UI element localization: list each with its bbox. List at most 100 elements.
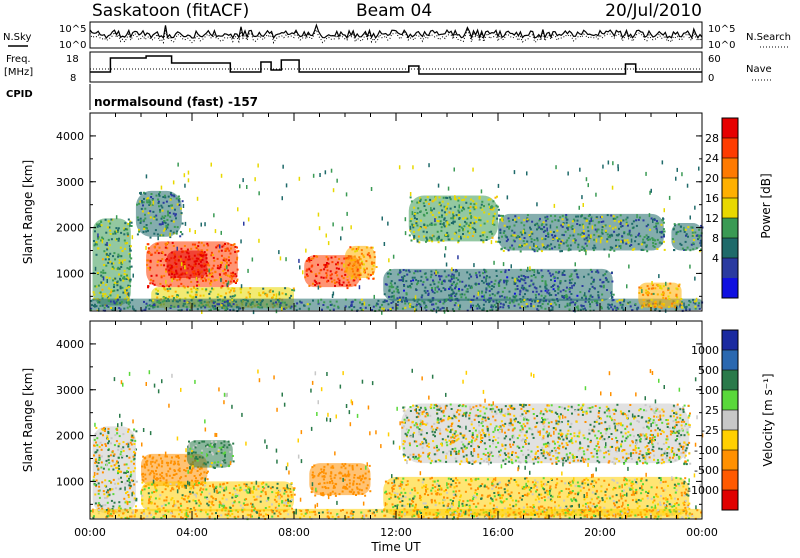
echo-cell	[523, 237, 526, 239]
echo-cell	[694, 305, 697, 308]
echo-cell	[155, 489, 158, 492]
echo-cell	[675, 233, 678, 236]
echo-cell	[547, 292, 550, 295]
echo-cell	[554, 442, 556, 445]
freq-tick-high: 18	[66, 54, 79, 65]
echo-cell	[432, 297, 435, 300]
echo-cell	[167, 461, 169, 464]
echo-cell	[214, 443, 216, 446]
echo-cell	[483, 211, 486, 214]
echo-cell	[671, 302, 674, 305]
echo-cell	[452, 281, 455, 284]
echo-cell	[490, 304, 493, 307]
echo-cell	[415, 308, 418, 311]
echo-cell	[465, 454, 468, 457]
echo-cell	[448, 279, 451, 282]
echo-cell	[533, 249, 536, 252]
echo-cell	[181, 233, 184, 236]
echo-cell	[662, 410, 665, 413]
echo-cell	[350, 303, 353, 306]
echo-cell	[684, 228, 687, 231]
echo-cell	[206, 470, 209, 473]
echo-cell	[511, 451, 514, 454]
echo-cell	[145, 230, 148, 233]
echo-cell	[651, 237, 654, 240]
echo-cell	[235, 300, 238, 303]
echo-cell	[664, 450, 667, 453]
echo-cell	[97, 502, 100, 505]
echo-cell	[653, 435, 656, 438]
echo-cell	[660, 230, 663, 233]
echo-cell	[123, 497, 126, 500]
echo-cell	[149, 236, 152, 239]
echo-cell	[199, 253, 202, 256]
echo-cell	[642, 219, 645, 222]
echo-cell	[175, 217, 177, 220]
echo-cell	[604, 231, 607, 233]
echo-cell	[167, 210, 169, 213]
echo-cell	[348, 490, 351, 493]
echo-cell	[449, 286, 452, 289]
echo-cell	[413, 272, 416, 275]
echo-cell	[545, 287, 548, 290]
echo-cell	[448, 196, 451, 199]
echo-cell	[544, 216, 547, 219]
echo-cell	[333, 304, 336, 307]
echo-cell	[404, 306, 407, 309]
echo-cell	[662, 285, 665, 288]
echo-cell	[628, 410, 631, 413]
echo-cell	[526, 289, 529, 292]
echo-cell	[603, 411, 606, 414]
echo-cell	[119, 308, 122, 311]
echo-speckle	[187, 170, 190, 175]
echo-cell	[683, 404, 686, 407]
echo-cell	[651, 436, 654, 439]
echo-cell	[267, 485, 270, 488]
echo-cell	[349, 283, 352, 286]
echo-cell	[449, 279, 452, 282]
echo-cell	[262, 287, 265, 290]
echo-cell	[551, 306, 554, 309]
echo-cell	[438, 211, 441, 214]
echo-cell	[148, 496, 151, 498]
echo-speckle	[176, 246, 178, 251]
echo-speckle	[483, 294, 486, 299]
echo-cell	[586, 407, 589, 409]
echo-cell	[477, 415, 480, 418]
echo-cell	[472, 200, 475, 203]
echo-cell	[519, 290, 522, 293]
echo-cell	[306, 274, 309, 277]
echo-cell	[356, 487, 359, 490]
echo-cell	[148, 473, 151, 476]
echo-cell	[230, 305, 233, 308]
echo-cell	[667, 419, 669, 422]
echo-cell	[169, 467, 172, 470]
echo-cell	[164, 242, 167, 245]
echo-cell	[165, 473, 168, 476]
echo-cell	[646, 290, 649, 293]
echo-cell	[306, 260, 308, 262]
cpid-text: normalsound (fast) -157	[94, 95, 258, 109]
echo-cell	[589, 423, 592, 426]
echo-cell	[544, 286, 547, 289]
echo-speckle	[493, 260, 495, 265]
echo-cell	[426, 238, 429, 241]
echo-cell	[92, 291, 95, 294]
echo-cell	[215, 489, 218, 492]
echo-cell	[162, 196, 165, 198]
echo-cell	[141, 494, 144, 497]
echo-speckle	[346, 211, 348, 216]
echo-cell	[686, 246, 689, 249]
echo-cell	[352, 491, 355, 494]
echo-cell	[201, 456, 204, 459]
echo-cell	[350, 259, 353, 262]
echo-cell	[669, 460, 672, 463]
echo-cell	[330, 471, 333, 474]
echo-cell	[224, 260, 227, 262]
echo-cell	[125, 287, 128, 290]
echo-cell	[440, 226, 443, 229]
echo-cell	[116, 298, 119, 301]
echo-cell	[299, 300, 301, 303]
echo-cell	[533, 239, 536, 241]
echo-cell	[491, 285, 494, 287]
